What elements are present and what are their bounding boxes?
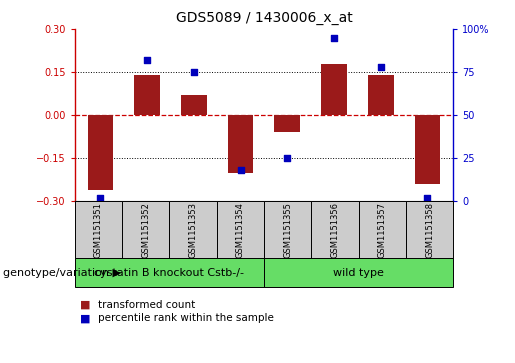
Point: [143, 57, 151, 63]
Point: [330, 35, 338, 41]
Point: [283, 155, 291, 161]
Text: GSM1151354: GSM1151354: [236, 202, 245, 257]
Bar: [415, 115, 440, 184]
Title: GDS5089 / 1430006_x_at: GDS5089 / 1430006_x_at: [176, 11, 352, 25]
Text: genotype/variation ▶: genotype/variation ▶: [3, 268, 121, 278]
Text: GSM1151353: GSM1151353: [188, 201, 197, 258]
Text: transformed count: transformed count: [98, 300, 195, 310]
Bar: [88, 115, 113, 190]
Bar: [274, 115, 300, 132]
Point: [96, 195, 105, 201]
Bar: [368, 75, 393, 115]
Point: [376, 64, 385, 70]
Bar: [228, 115, 253, 173]
Text: GSM1151356: GSM1151356: [331, 201, 339, 258]
Text: GSM1151358: GSM1151358: [425, 201, 434, 258]
Text: GSM1151357: GSM1151357: [377, 201, 387, 258]
Point: [423, 195, 432, 201]
Point: [236, 167, 245, 173]
Text: GSM1151355: GSM1151355: [283, 202, 292, 257]
Text: ■: ■: [80, 300, 90, 310]
Text: percentile rank within the sample: percentile rank within the sample: [98, 313, 274, 323]
Bar: [134, 75, 160, 115]
Point: [190, 69, 198, 75]
Text: GSM1151352: GSM1151352: [141, 202, 150, 257]
Text: cystatin B knockout Cstb-/-: cystatin B knockout Cstb-/-: [94, 268, 244, 278]
Text: GSM1151351: GSM1151351: [94, 202, 103, 257]
Text: wild type: wild type: [333, 268, 384, 278]
Text: ■: ■: [80, 313, 90, 323]
Bar: [321, 64, 347, 115]
Bar: [181, 95, 207, 115]
